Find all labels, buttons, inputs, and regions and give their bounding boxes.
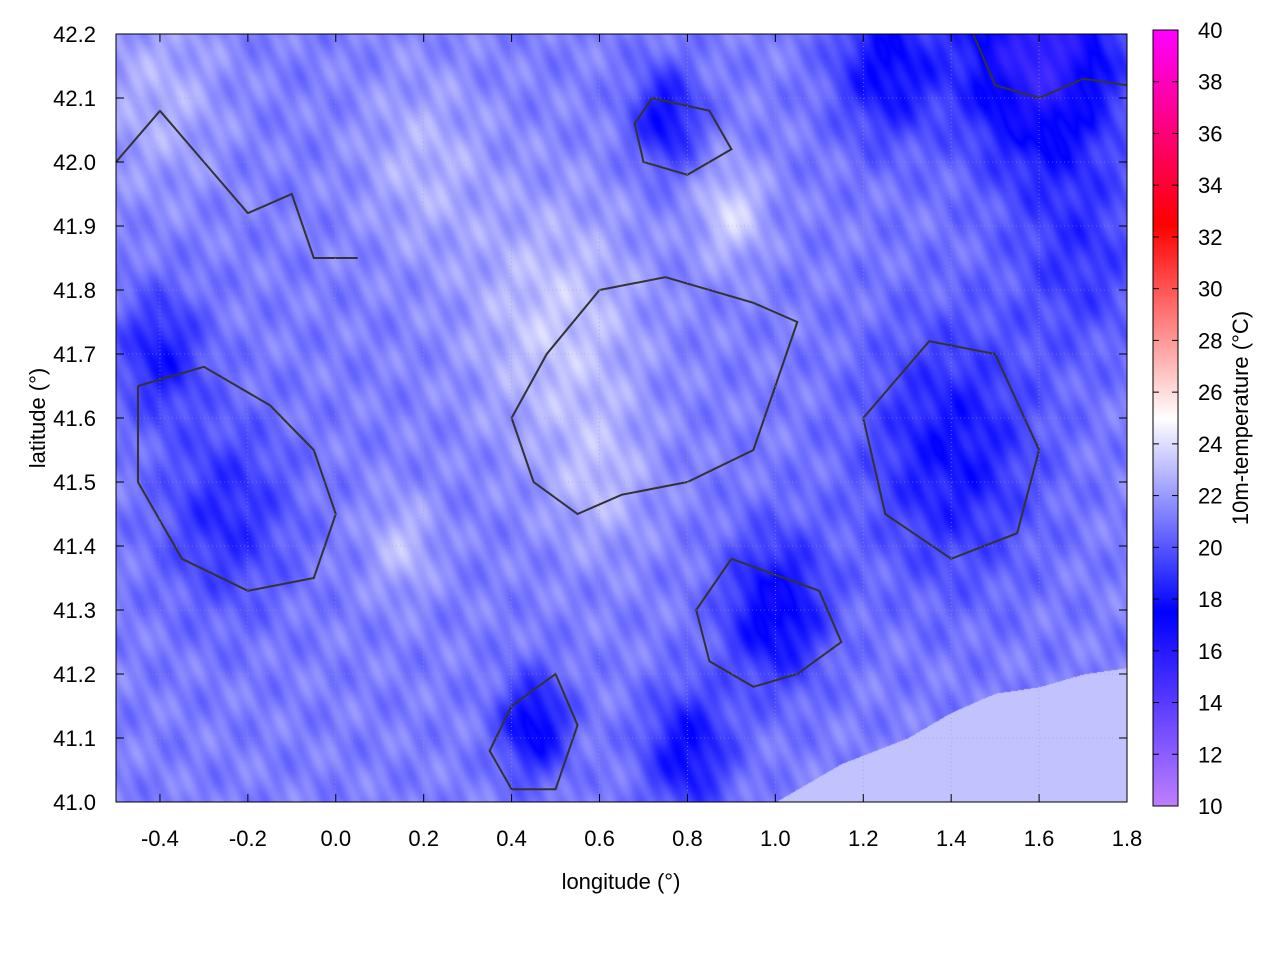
colorbar-label: 10m-temperature (°C) (1228, 311, 1253, 525)
x-tick-label: 0.8 (672, 826, 703, 851)
y-tick-label: 42.0 (53, 150, 96, 175)
colorbar-tick-label: 12 (1198, 742, 1222, 767)
colorbar-tick-label: 34 (1198, 173, 1222, 198)
y-tick-label: 42.1 (53, 86, 96, 111)
colorbar-tick-label: 40 (1198, 18, 1222, 43)
contour-line (972, 33, 1128, 100)
plot-frame (115, 33, 1128, 803)
x-axis-label: longitude (°) (562, 869, 681, 894)
colorbar-tick-label: 38 (1198, 70, 1222, 95)
x-tick-label: 1.0 (760, 826, 791, 851)
x-tick-label: 0.4 (496, 826, 527, 851)
colorbar-tick-label: 30 (1198, 277, 1222, 302)
contour-lines (115, 33, 1128, 791)
colorbar-tick-label: 26 (1198, 380, 1222, 405)
x-tick-label: 0.2 (408, 826, 439, 851)
contour-line (136, 365, 337, 592)
y-tick-label: 41.4 (53, 534, 96, 559)
y-tick-label: 41.7 (53, 342, 96, 367)
contour-line (115, 109, 358, 259)
colorbar-tick-label: 22 (1198, 484, 1222, 509)
y-tick-label: 41.0 (53, 790, 96, 815)
x-tick-label: -0.2 (229, 826, 267, 851)
y-tick-label: 41.9 (53, 214, 96, 239)
colorbar-tick-label: 16 (1198, 639, 1222, 664)
contour-line (695, 557, 843, 688)
y-tick-label: 41.1 (53, 726, 96, 751)
colorbar-tick-label: 36 (1198, 121, 1222, 146)
colorbar-tick-label: 24 (1198, 432, 1222, 457)
colorbar-tick-label: 18 (1198, 587, 1222, 612)
colorbar-tick-label: 32 (1198, 225, 1222, 250)
contour-line (862, 340, 1041, 560)
colorbar-frame (1152, 29, 1179, 807)
y-tick-label: 41.6 (53, 406, 96, 431)
colorbar-tick-label: 10 (1198, 794, 1222, 819)
x-tick-label: 1.6 (1024, 826, 1055, 851)
x-tick-label: 1.2 (848, 826, 879, 851)
x-tick-label: 1.8 (1112, 826, 1143, 851)
y-tick-label: 42.2 (53, 22, 96, 47)
grid-lines (116, 33, 1128, 803)
contour-line (633, 97, 733, 176)
x-tick-label: 1.4 (936, 826, 967, 851)
colorbar-tick-label: 20 (1198, 535, 1222, 560)
y-tick-label: 41.3 (53, 598, 96, 623)
x-tick-label: 0.0 (320, 826, 351, 851)
y-tick-label: 41.5 (53, 470, 96, 495)
colorbar (1153, 30, 1178, 806)
colorbar-tick-label: 14 (1198, 691, 1222, 716)
y-axis-label: latitude (°) (25, 368, 50, 469)
y-tick-label: 41.8 (53, 278, 96, 303)
x-tick-label: -0.4 (141, 826, 179, 851)
colorbar-tick-label: 28 (1198, 328, 1222, 353)
contour-line (510, 276, 799, 516)
x-tick-label: 0.6 (584, 826, 615, 851)
y-tick-label: 41.2 (53, 662, 96, 687)
contour-line (488, 672, 579, 791)
